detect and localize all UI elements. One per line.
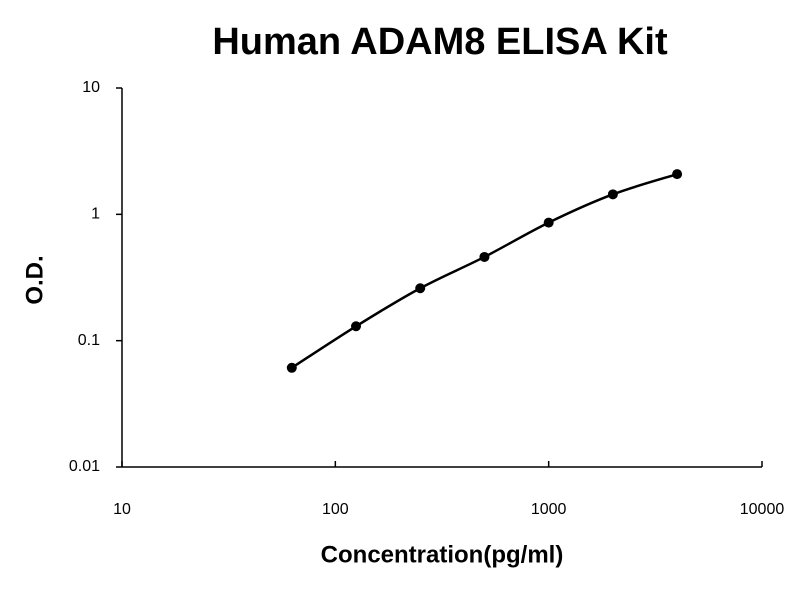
y-tick-label: 10 — [82, 79, 100, 96]
x-tick-label: 1000 — [531, 501, 567, 518]
fit-line — [291, 172, 678, 369]
x-axis-label: Concentration(pg/ml) — [321, 541, 564, 568]
x-tick-label: 10000 — [740, 501, 785, 518]
y-tick-label: 1 — [91, 206, 100, 223]
data-point — [672, 169, 683, 180]
data-point — [543, 217, 554, 228]
data-point — [479, 251, 490, 262]
x-tick-label: 10 — [113, 501, 131, 518]
y-tick-label: 0.01 — [69, 458, 100, 475]
y-tick-label: 0.1 — [78, 332, 100, 349]
x-tick-label: 100 — [322, 501, 349, 518]
data-point — [415, 283, 426, 294]
chart-title: Human ADAM8 ELISA Kit — [212, 21, 668, 63]
data-point — [286, 362, 297, 373]
data-point — [351, 321, 362, 332]
data-point — [607, 189, 618, 200]
y-axis-label: O.D. — [21, 255, 48, 304]
